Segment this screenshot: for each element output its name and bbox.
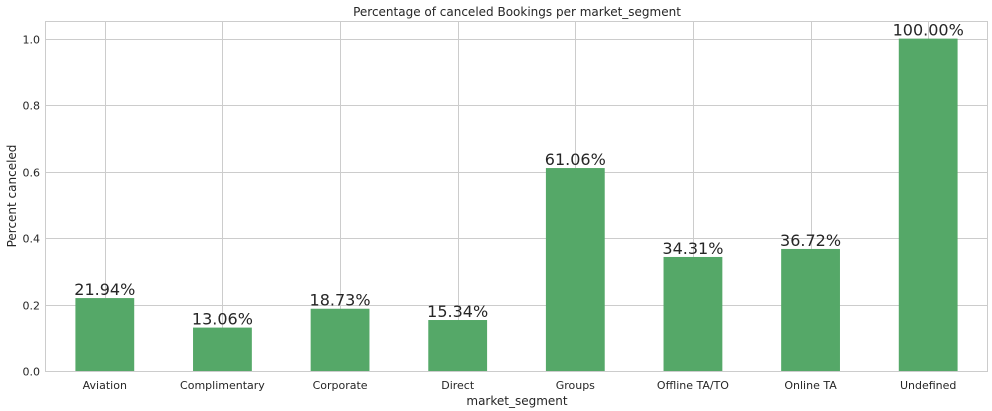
bar-complimentary: [193, 327, 252, 371]
y-tick-label: 0.0: [23, 366, 41, 379]
y-tick-layer: 0.0 0.2 0.4 0.6 0.8 1.0: [23, 34, 41, 379]
bar-value-label: 36.72%: [780, 231, 841, 250]
x-tick-label: Offline TA/TO: [657, 379, 729, 392]
bar-value-label: 18.73%: [310, 291, 371, 310]
x-tick-label: Corporate: [313, 379, 368, 392]
y-tick-label: 0.6: [23, 167, 41, 180]
bar-value-label: 61.06%: [545, 150, 606, 169]
y-tick-label: 1.0: [23, 34, 41, 47]
y-tick-label: 0.4: [23, 233, 41, 246]
bar-value-label: 21.94%: [74, 280, 135, 299]
plot-frame: [45, 21, 988, 372]
x-tick-label: Direct: [441, 379, 475, 392]
bar-online-ta: [781, 248, 840, 371]
x-tick-layer: Aviation Complimentary Corporate Direct Grou…: [83, 379, 957, 392]
bar-value-label: 13.06%: [192, 310, 253, 329]
x-tick-label: Online TA: [784, 379, 837, 392]
y-tick-label: 0.2: [23, 300, 41, 313]
bar-groups: [545, 168, 605, 371]
x-tick-label: Complimentary: [180, 379, 265, 392]
bar-corporate: [310, 308, 370, 371]
bar-label-layer: 21.94% 13.06% 18.73% 15.34% 61.06% 34.31% 36.7…: [74, 21, 963, 329]
y-tick-label: 0.8: [23, 100, 41, 113]
bar-layer: [75, 38, 958, 371]
chart-title: Percentage of canceled Bookings per mark…: [353, 5, 681, 19]
x-tick-label: Groups: [556, 379, 595, 392]
x-tick-label: Undefined: [900, 379, 956, 392]
x-tick-label: Aviation: [83, 379, 127, 392]
bar-value-label: 15.34%: [427, 302, 488, 321]
y-axis-label: Percent canceled: [5, 145, 19, 248]
bar-offline-ta-to: [663, 256, 723, 371]
x-axis-label: market_segment: [466, 394, 568, 408]
grid-layer: [46, 22, 987, 372]
bar-aviation: [75, 298, 135, 371]
bar-direct: [428, 320, 488, 371]
bar-value-label: 34.31%: [662, 239, 723, 258]
bar-undefined: [898, 38, 958, 371]
bar-value-label: 100.00%: [893, 21, 964, 40]
